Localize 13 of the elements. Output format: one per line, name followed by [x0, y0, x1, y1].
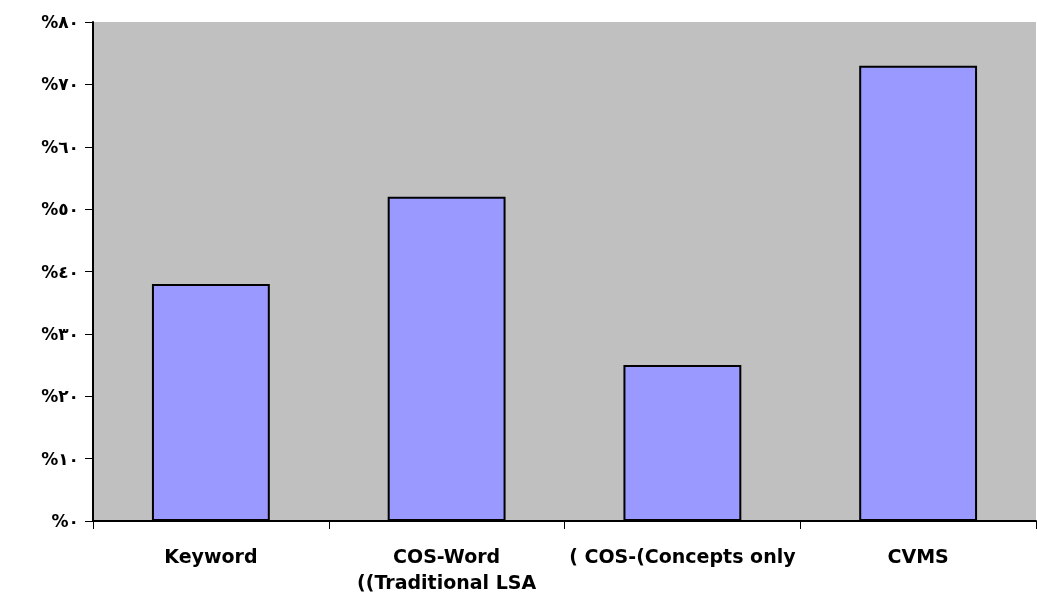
x-tick-label: CVMS — [887, 545, 949, 567]
y-tick-label: %١٠ — [41, 448, 79, 469]
x-tick-label: Keyword — [164, 545, 258, 567]
y-tick-label: %٠ — [51, 511, 79, 531]
y-tick-label: %٧٠ — [41, 74, 79, 95]
x-tick-label: COS-Word ((Traditional LSA — [357, 545, 537, 593]
y-tick-label: %٣٠ — [41, 323, 79, 344]
y-tick-label: %٨٠ — [41, 12, 79, 32]
y-tick-label: %٦٠ — [41, 136, 79, 157]
y-tick-label: %٢٠ — [41, 386, 79, 407]
y-tick-label: %٥٠ — [41, 199, 79, 220]
y-tick-label: %٤٠ — [41, 261, 79, 282]
x-tick-label: ( COS-(Concepts only — [569, 545, 797, 567]
